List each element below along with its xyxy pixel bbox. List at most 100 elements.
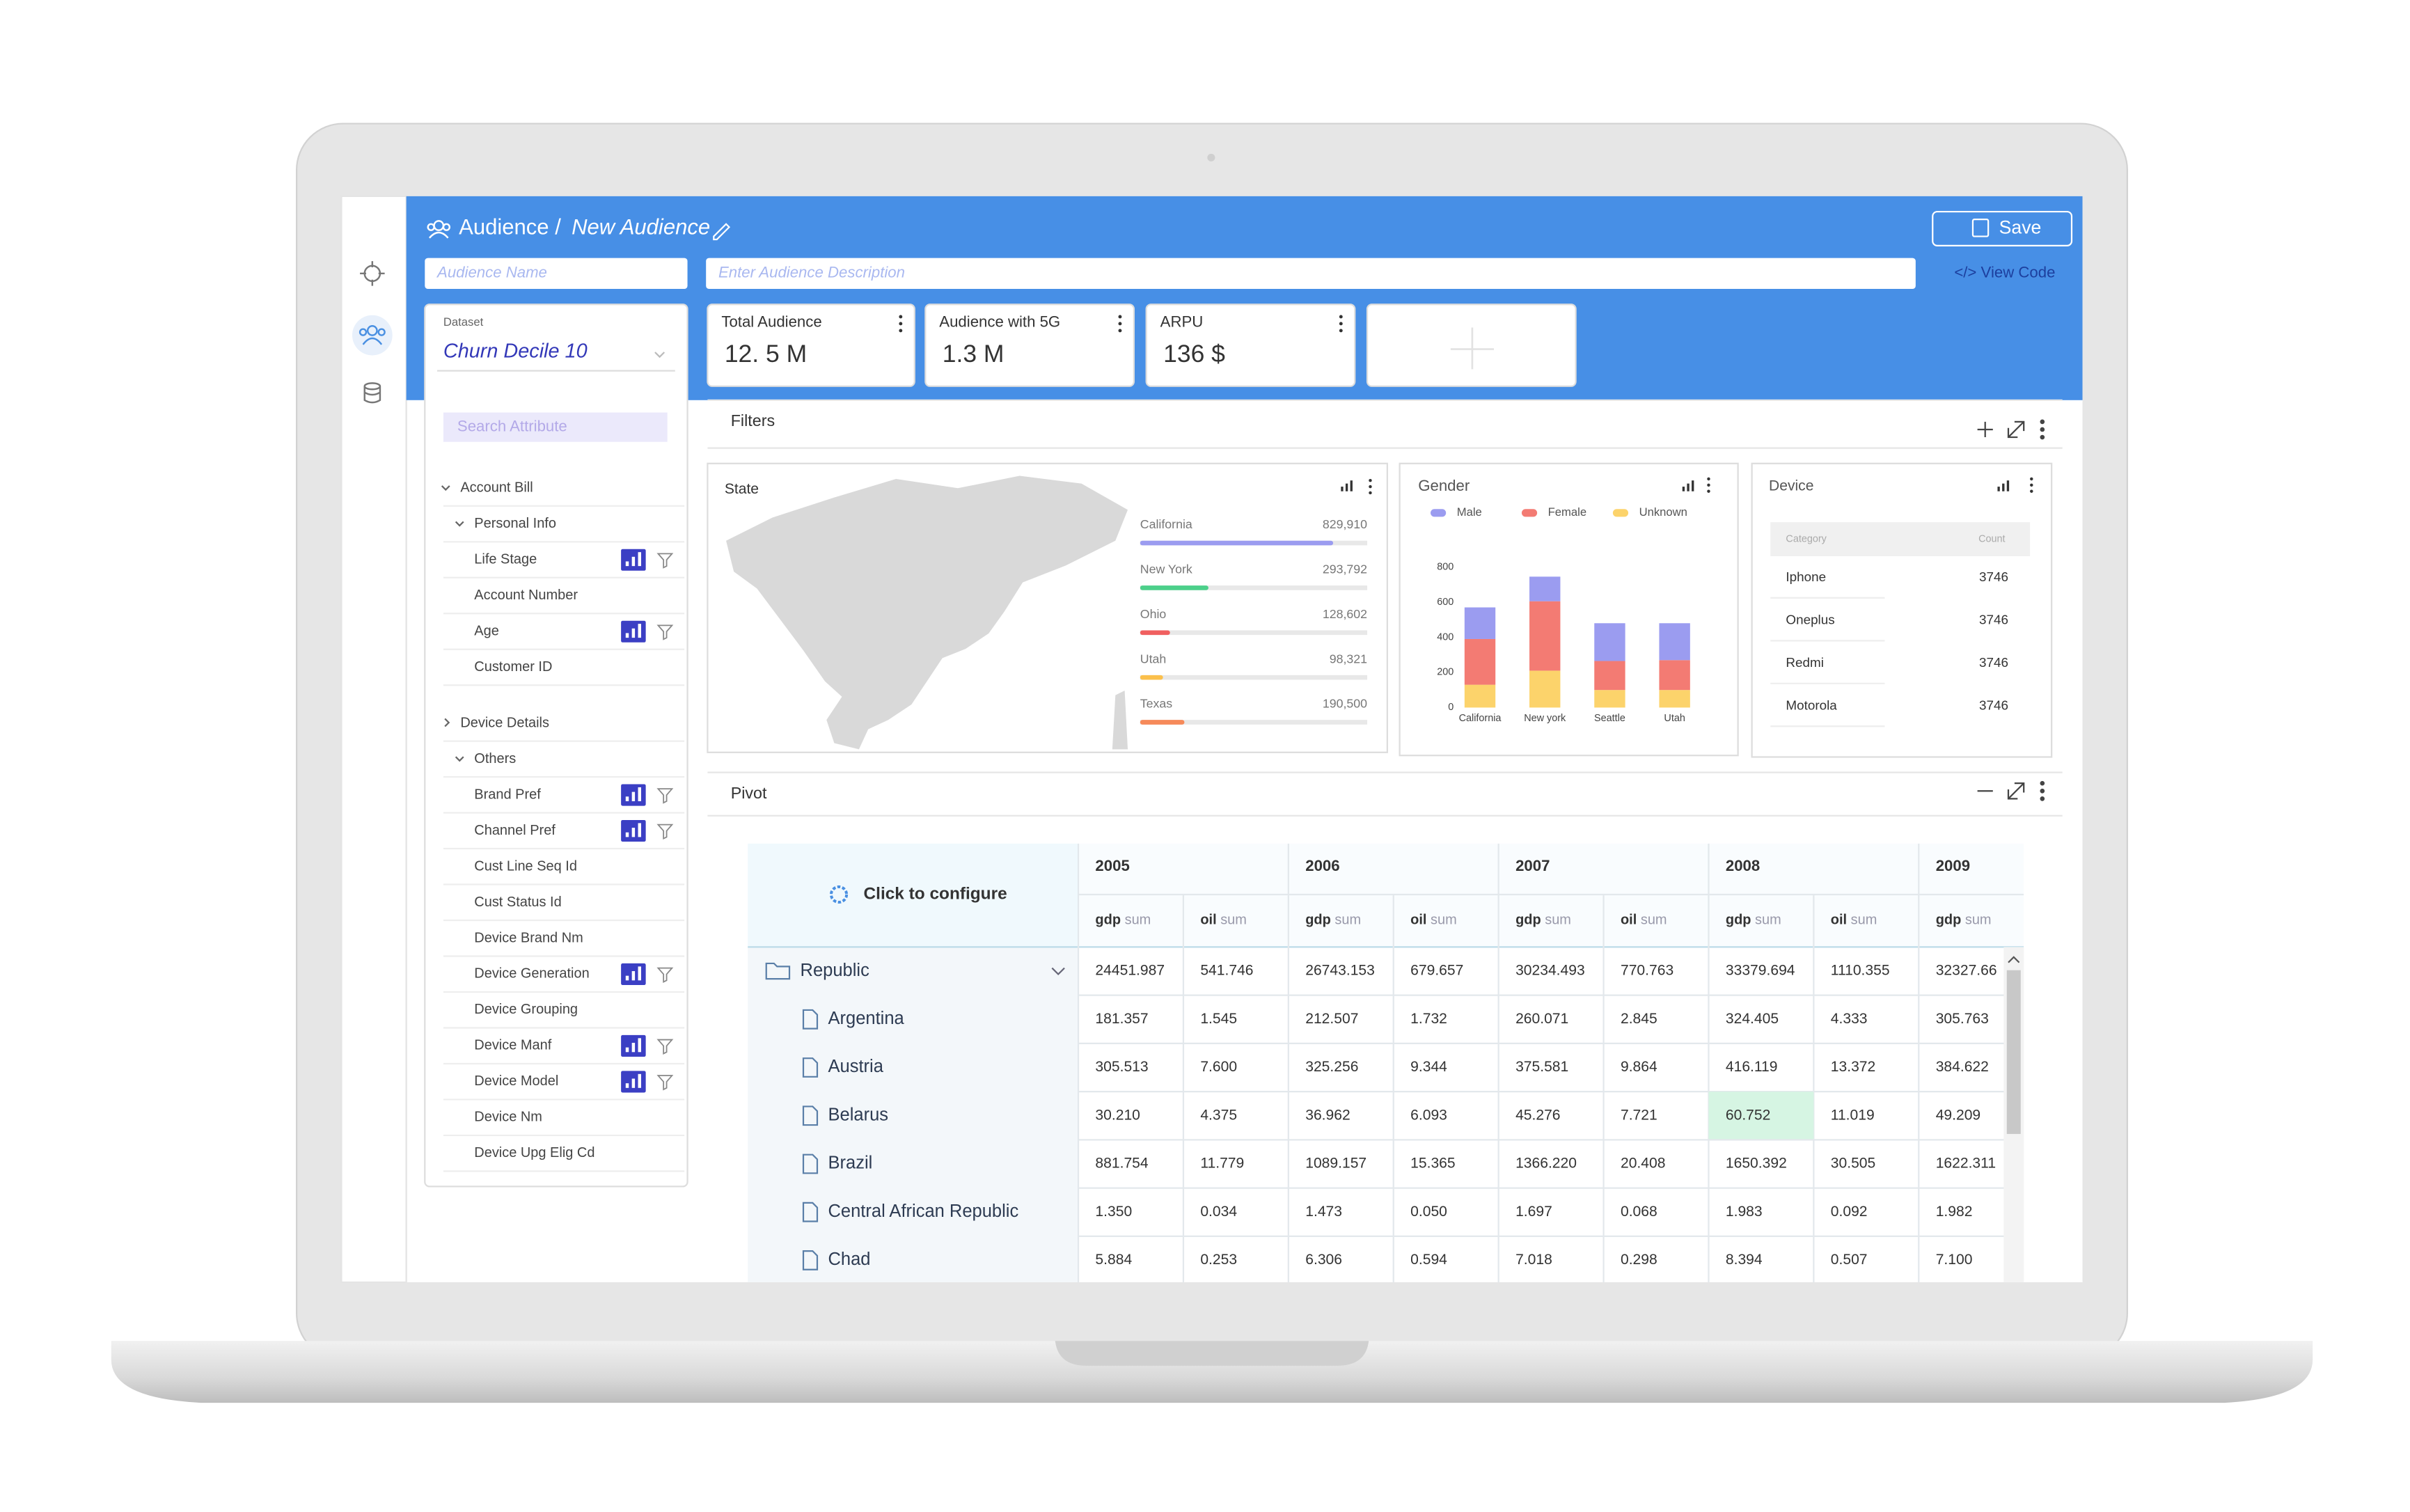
attribute-label[interactable]: Brand Pref	[474, 787, 541, 802]
cell-value[interactable]: 0.507	[1831, 1252, 1868, 1268]
breadcrumb[interactable]: Audience /	[459, 215, 561, 239]
cell-value[interactable]: 7.100	[1936, 1252, 1973, 1268]
cell-value[interactable]: 1089.157	[1305, 1156, 1367, 1172]
row-label[interactable]: Belarus	[828, 1105, 889, 1124]
dataset-value[interactable]: Churn Decile 10	[443, 340, 588, 363]
kpi-menu-dot[interactable]	[1339, 329, 1343, 333]
cell-value[interactable]: 324.405	[1726, 1011, 1779, 1027]
filters-tools[interactable]	[1977, 419, 2045, 440]
kpi-menu-dot[interactable]	[1339, 322, 1343, 326]
row-label[interactable]: Central African Republic	[828, 1202, 1019, 1221]
cell-value[interactable]: 0.034	[1200, 1204, 1237, 1220]
attribute-label[interactable]: Account Bill	[460, 480, 533, 496]
cell-value[interactable]: 1.350	[1095, 1204, 1132, 1220]
file-icon[interactable]	[802, 1009, 819, 1030]
cell-value[interactable]: 1366.220	[1515, 1156, 1577, 1172]
filter-icon[interactable]	[656, 824, 674, 840]
attribute-label[interactable]: Device Nm	[474, 1110, 542, 1125]
attribute-label[interactable]: Others	[474, 751, 516, 766]
cell-value[interactable]: 7.721	[1621, 1107, 1657, 1123]
kpi-card[interactable]	[1145, 304, 1356, 387]
cell-value[interactable]: 33379.694	[1726, 963, 1795, 979]
kpi-card[interactable]	[707, 304, 915, 387]
cell-value[interactable]: 212.507	[1305, 1011, 1358, 1027]
state-bar[interactable]	[1140, 540, 1334, 546]
filter-icon[interactable]	[656, 788, 674, 804]
cell-value[interactable]: 1.545	[1200, 1011, 1237, 1027]
kpi-menu-dot[interactable]	[1339, 315, 1343, 319]
attribute-label[interactable]: Customer ID	[474, 659, 552, 675]
cell-value[interactable]: 4.333	[1831, 1011, 1868, 1027]
file-icon[interactable]	[802, 1057, 819, 1078]
attribute-label[interactable]: Device Upg Elig Cd	[474, 1145, 594, 1160]
cell-value[interactable]: 1.697	[1515, 1204, 1552, 1220]
file-icon[interactable]	[802, 1153, 819, 1174]
cell-value[interactable]: 1.982	[1936, 1204, 1973, 1220]
cell-value[interactable]: 2.845	[1621, 1011, 1657, 1027]
name-input[interactable]	[425, 258, 688, 290]
filter-icon[interactable]	[656, 1039, 674, 1055]
cell-value[interactable]: 0.050	[1410, 1204, 1447, 1220]
filter-icon[interactable]	[656, 624, 674, 640]
bar-segment[interactable]	[1594, 661, 1625, 691]
cell-value[interactable]: 30.210	[1095, 1107, 1140, 1123]
legend-label[interactable]: Male	[1457, 505, 1482, 519]
expand-caret[interactable]	[455, 756, 464, 762]
state-bar[interactable]	[1140, 720, 1185, 725]
folder-icon[interactable]	[765, 962, 791, 980]
file-icon[interactable]	[802, 1105, 819, 1126]
kpi-menu-dot[interactable]	[899, 322, 903, 326]
kpi-menu-dot[interactable]	[899, 329, 903, 333]
cell-value[interactable]: 0.253	[1200, 1252, 1237, 1268]
cell-value[interactable]: 1650.392	[1726, 1156, 1787, 1172]
cell-value[interactable]: 30234.493	[1515, 963, 1585, 979]
scroll-thumb[interactable]	[2006, 970, 2021, 1134]
cell-value[interactable]: 679.657	[1410, 963, 1463, 979]
cell-value[interactable]: 260.071	[1515, 1011, 1568, 1027]
state-bar[interactable]	[1140, 630, 1170, 636]
cell-value[interactable]: 45.276	[1515, 1107, 1560, 1123]
cell-value[interactable]: 60.752	[1726, 1107, 1770, 1123]
kpi-menu-dot[interactable]	[1118, 322, 1122, 326]
kpi-menu-dot[interactable]	[1118, 315, 1122, 319]
cell-value[interactable]: 181.357	[1095, 1011, 1148, 1027]
bar-segment[interactable]	[1464, 607, 1496, 639]
cell-value[interactable]: 881.754	[1095, 1156, 1148, 1172]
filter-icon[interactable]	[656, 1075, 674, 1091]
cell-value[interactable]: 305.513	[1095, 1059, 1148, 1075]
cell-value[interactable]: 0.594	[1410, 1252, 1447, 1268]
bar-segment[interactable]	[1464, 684, 1496, 708]
cell-value[interactable]: 8.394	[1726, 1252, 1763, 1268]
attribute-label[interactable]: Device Model	[474, 1073, 558, 1089]
expand-caret[interactable]	[455, 521, 464, 527]
cell-value[interactable]: 0.092	[1831, 1204, 1868, 1220]
cell-value[interactable]: 7.018	[1515, 1252, 1552, 1268]
edit-icon[interactable]	[713, 223, 731, 241]
cell-value[interactable]: 325.256	[1305, 1059, 1358, 1075]
bar-segment[interactable]	[1659, 623, 1690, 661]
cell-value[interactable]: 1110.355	[1831, 963, 1890, 979]
panel-tools[interactable]	[1341, 477, 2033, 495]
attribute-label[interactable]: Age	[474, 624, 499, 639]
file-icon[interactable]	[802, 1250, 819, 1270]
cell-value[interactable]: 49.209	[1936, 1107, 1980, 1123]
attribute-label[interactable]: Channel Pref	[474, 823, 556, 838]
legend-label[interactable]: Female	[1548, 505, 1586, 519]
attribute-label[interactable]: Cust Line Seq Id	[474, 858, 577, 874]
row-label[interactable]: Brazil	[828, 1153, 873, 1173]
kpi-menu-dot[interactable]	[1118, 329, 1122, 333]
cell-value[interactable]: 1.983	[1726, 1204, 1763, 1220]
collapse-caret[interactable]	[444, 718, 450, 727]
pivot-tools[interactable]	[1977, 780, 2045, 801]
legend-label[interactable]: Unknown	[1639, 505, 1687, 519]
cell-value[interactable]: 11.019	[1831, 1107, 1875, 1123]
cell-value[interactable]: 7.600	[1200, 1059, 1237, 1075]
save-label[interactable]: Save	[1999, 216, 2042, 237]
bar-segment[interactable]	[1464, 638, 1496, 685]
attribute-label[interactable]: Device Details	[460, 715, 549, 730]
bar-segment[interactable]	[1659, 690, 1690, 708]
cell-value[interactable]: 1622.311	[1936, 1156, 1996, 1172]
cell-value[interactable]: 770.763	[1621, 963, 1673, 979]
cell-value[interactable]: 5.884	[1095, 1252, 1132, 1268]
dataset-caret[interactable]	[654, 352, 665, 359]
